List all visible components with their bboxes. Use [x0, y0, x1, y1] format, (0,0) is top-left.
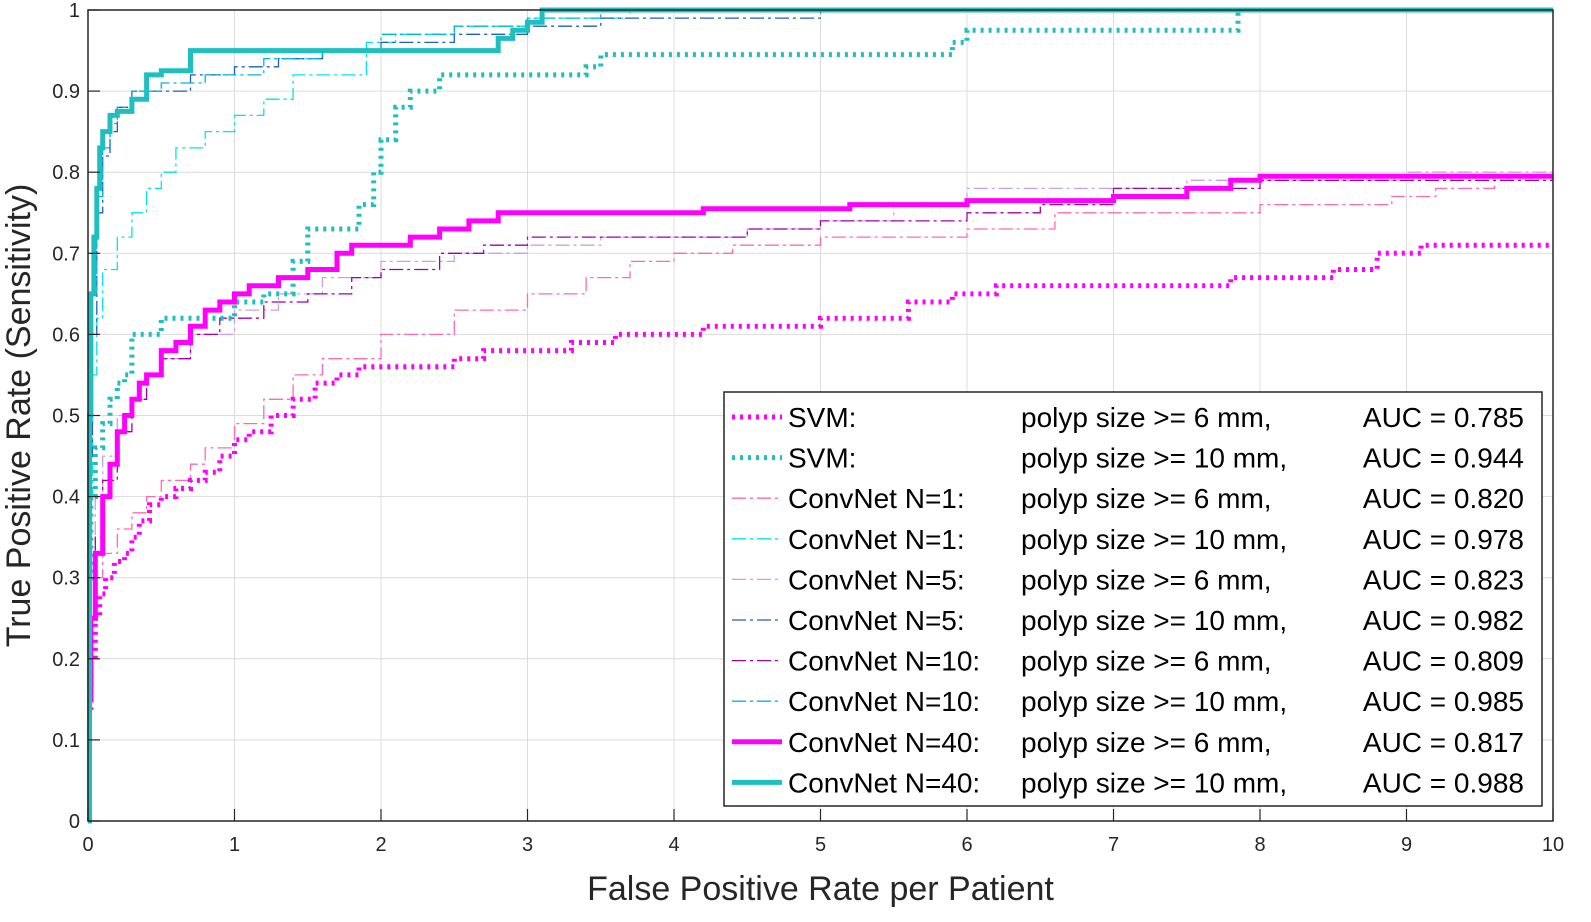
series-line	[88, 7, 1553, 581]
series-line	[87, 7, 1553, 824]
x-tick-label: 10	[1542, 834, 1564, 856]
legend-condition: polyp size >= 10 mm,	[1021, 605, 1287, 636]
legend-condition: polyp size >= 6 mm,	[1021, 402, 1272, 433]
legend-series-name: ConvNet N=40:	[788, 727, 980, 758]
x-tick-label: 6	[961, 834, 972, 856]
legend-condition: polyp size >= 10 mm,	[1021, 686, 1287, 717]
legend-auc: AUC = 0.823	[1363, 564, 1524, 595]
x-tick-label: 4	[668, 834, 679, 856]
series-lines	[87, 7, 1553, 824]
y-tick-label: 0.7	[52, 243, 80, 265]
x-tick-label: 9	[1401, 834, 1412, 856]
series-line	[88, 242, 1553, 710]
x-tick-label: 2	[375, 834, 386, 856]
series-line	[88, 9, 1553, 457]
legend-auc: AUC = 0.820	[1363, 483, 1524, 514]
legend-auc: AUC = 0.785	[1363, 402, 1524, 433]
y-tick-label: 0	[69, 811, 80, 833]
series-line	[88, 173, 1553, 702]
y-tick-label: 0.1	[52, 730, 80, 752]
legend-auc: AUC = 0.944	[1363, 443, 1524, 474]
y-tick-label: 1	[69, 0, 80, 22]
legend-condition: polyp size >= 10 mm,	[1021, 767, 1287, 798]
y-tick-label: 0.3	[52, 568, 80, 590]
legend-series-name: SVM:	[788, 443, 856, 474]
legend-condition: polyp size >= 6 mm,	[1021, 727, 1272, 758]
legend-auc: AUC = 0.988	[1363, 767, 1524, 798]
legend-auc: AUC = 0.817	[1363, 727, 1524, 758]
x-axis-label: False Positive Rate per Patient	[587, 870, 1054, 908]
legend-auc: AUC = 0.978	[1363, 524, 1524, 555]
x-tick-label: 1	[229, 834, 240, 856]
x-tick-label: 3	[522, 834, 533, 856]
legend-auc: AUC = 0.985	[1363, 686, 1524, 717]
legend-condition: polyp size >= 10 mm,	[1021, 524, 1287, 555]
legend-series-name: SVM:	[788, 402, 856, 433]
x-tick-label: 7	[1108, 834, 1119, 856]
y-tick-label: 0.8	[52, 162, 80, 184]
series-line	[88, 179, 1553, 619]
legend-condition: polyp size >= 6 mm,	[1021, 646, 1272, 677]
y-axis-label: True Positive Rate (Sensitivity)	[0, 184, 38, 648]
x-tick-label: 8	[1254, 834, 1265, 856]
legend-condition: polyp size >= 10 mm,	[1021, 443, 1287, 474]
series-line	[88, 9, 1553, 417]
y-tick-label: 0.6	[52, 324, 80, 346]
legend-series-name: ConvNet N=40:	[788, 767, 980, 798]
y-tick-label: 0.2	[52, 649, 80, 671]
legend-series-name: ConvNet N=1:	[788, 524, 965, 555]
legend-auc: AUC = 0.982	[1363, 605, 1524, 636]
y-tick-label: 0.9	[52, 81, 80, 103]
x-tick-label: 5	[815, 834, 826, 856]
y-tick-label: 0.4	[52, 487, 80, 509]
axis-ticks: 0 1 2 3 4 5 6 7 8 9 10 0 0.1 0.2 0.3 0.4 0.5 0.6 0.7 0.8 0.9…	[52, 0, 1564, 856]
legend-series-name: ConvNet N=5:	[788, 605, 965, 636]
y-tick-label: 0.5	[52, 406, 80, 428]
legend-box	[723, 391, 1543, 807]
legend-series-name: ConvNet N=5:	[788, 564, 965, 595]
legend-condition: polyp size >= 6 mm,	[1021, 483, 1272, 514]
legend-series-name: ConvNet N=10:	[788, 646, 980, 677]
series-line	[88, 179, 1553, 619]
legend-series-name: ConvNet N=1:	[788, 483, 965, 514]
legend-auc: AUC = 0.809	[1363, 646, 1524, 677]
legend-condition: polyp size >= 6 mm,	[1021, 564, 1272, 595]
legend-series-name: ConvNet N=10:	[788, 686, 980, 717]
x-tick-label: 0	[82, 834, 93, 856]
legend: SVM: polyp size >= 6 mm, AUC = 0.785 SVM: po…	[723, 391, 1543, 807]
